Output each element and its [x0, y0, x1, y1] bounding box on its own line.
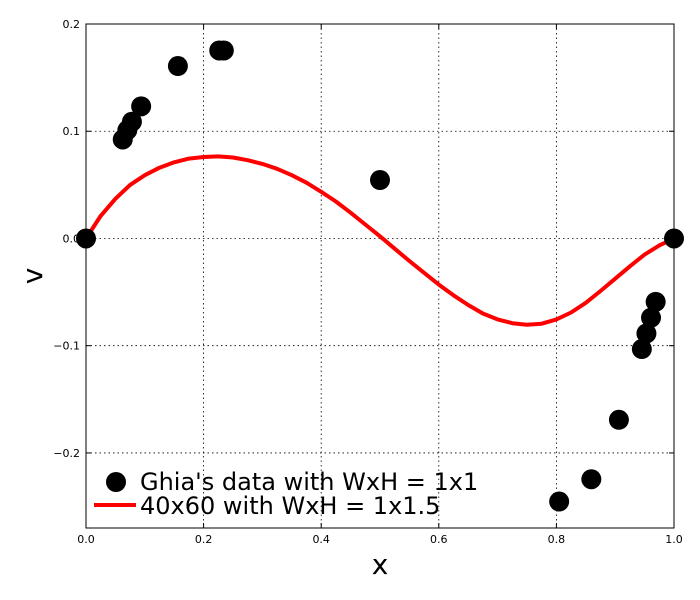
- x-tick-label: 0.2: [195, 533, 213, 546]
- y-tick-labels: −0.2 −0.1 0.0 0.1 0.2: [53, 18, 80, 460]
- x-tick-label: 1.0: [665, 533, 683, 546]
- ghia-data-point: [608, 409, 629, 430]
- x-tick-label: 0.8: [548, 533, 566, 546]
- legend: Ghia's data with WxH = 1x1 40x60 with Wx…: [94, 468, 478, 520]
- ghia-data-point: [370, 170, 390, 191]
- y-axis-label: v: [16, 268, 49, 285]
- x-tick-label: 0.4: [312, 533, 330, 546]
- ghia-data-point: [549, 491, 570, 512]
- ghia-data-point: [581, 469, 602, 490]
- y-tick-label: −0.1: [53, 340, 80, 353]
- ghia-data-point: [641, 307, 662, 328]
- ghia-data-point: [645, 291, 666, 312]
- x-tick-labels: 0.0 0.2 0.4 0.6 0.8 1.0: [77, 533, 683, 546]
- y-tick-label: 0.0: [63, 232, 81, 245]
- x-tick-label: 0.0: [77, 533, 95, 546]
- line-series: [84, 154, 675, 327]
- plot-frame: [85, 23, 675, 529]
- ghia-data-point: [131, 96, 152, 117]
- ghia-data-point: [167, 56, 188, 77]
- ghia-data-point: [636, 323, 657, 344]
- x-tick-label: 0.6: [430, 533, 448, 546]
- legend-label-40x60: 40x60 with WxH = 1x1.5: [140, 492, 440, 520]
- ghia-data-point: [213, 40, 234, 61]
- legend-marker-ghia: [106, 472, 126, 492]
- ghia-data-point: [631, 339, 652, 360]
- line-40x60: [84, 154, 675, 327]
- ghia-data-point: [121, 111, 142, 132]
- x-axis-label: x: [372, 548, 389, 581]
- y-tick-label: 0.1: [63, 125, 81, 138]
- y-tick-label: −0.2: [53, 447, 80, 460]
- legend-label-ghia: Ghia's data with WxH = 1x1: [140, 468, 478, 496]
- y-tick-label: 0.2: [63, 18, 81, 31]
